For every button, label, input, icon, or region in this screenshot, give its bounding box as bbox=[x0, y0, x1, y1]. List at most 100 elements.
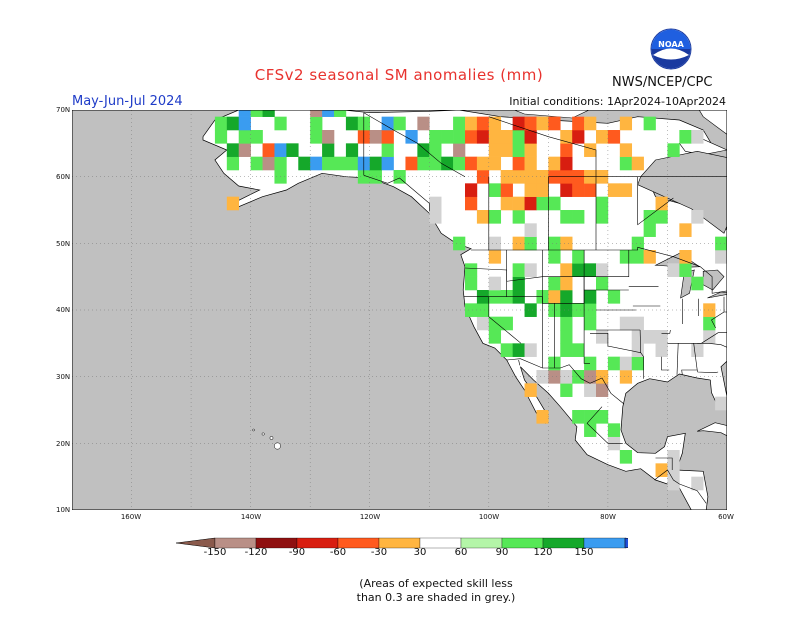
anomaly-cell bbox=[691, 276, 704, 291]
anomaly-cell bbox=[488, 236, 502, 251]
anomaly-cell bbox=[429, 196, 442, 211]
anomaly-cell bbox=[453, 156, 466, 171]
anomaly-cell bbox=[322, 130, 335, 144]
anomaly-cell bbox=[512, 343, 525, 357]
anomaly-cell bbox=[667, 143, 680, 157]
anomaly-cell bbox=[619, 156, 633, 171]
initial-conditions: Initial conditions: 1Apr2024-10Apr2024 bbox=[509, 95, 726, 108]
anomaly-cell bbox=[476, 130, 490, 144]
anomaly-cell bbox=[250, 103, 263, 117]
anomaly-cell bbox=[584, 116, 597, 131]
anomaly-cell bbox=[500, 143, 513, 157]
anomaly-cell bbox=[691, 130, 704, 144]
lon-label-100w: 100W bbox=[478, 513, 500, 521]
anomaly-cell bbox=[369, 156, 382, 171]
colorbar-label: -30 bbox=[370, 547, 388, 558]
anomaly-cell bbox=[524, 183, 537, 197]
anomaly-cell bbox=[476, 156, 490, 171]
anomaly-cell bbox=[512, 210, 525, 224]
anomaly-cell bbox=[298, 156, 311, 171]
anomaly-cell bbox=[524, 170, 537, 184]
anomaly-cell bbox=[322, 156, 335, 171]
anomaly-cell bbox=[334, 156, 347, 171]
anomaly-cell bbox=[488, 210, 502, 224]
anomaly-cell bbox=[703, 316, 716, 331]
anomaly-cell bbox=[524, 143, 537, 157]
anomaly-cell bbox=[619, 356, 633, 371]
anomaly-cell bbox=[631, 330, 644, 344]
anomaly-cell bbox=[512, 130, 525, 144]
anomaly-cell bbox=[250, 130, 263, 144]
anomaly-cell bbox=[715, 396, 728, 411]
anomaly-cell bbox=[500, 183, 513, 197]
anomaly-cell bbox=[607, 130, 621, 144]
anomaly-cell bbox=[381, 143, 394, 157]
anomaly-cell bbox=[548, 370, 561, 384]
anomaly-cell bbox=[536, 183, 549, 197]
anomaly-cell bbox=[381, 130, 394, 144]
colorbar-label: 150 bbox=[574, 547, 594, 558]
anomaly-cell bbox=[667, 263, 680, 277]
anomaly-cell bbox=[512, 263, 525, 277]
anomaly-cell bbox=[262, 103, 275, 117]
anomaly-cell bbox=[512, 236, 525, 251]
anomaly-cell bbox=[655, 210, 668, 224]
anomaly-cell bbox=[488, 156, 502, 171]
anomaly-cell bbox=[274, 156, 287, 171]
anomaly-cell bbox=[453, 236, 466, 251]
anomaly-cell bbox=[655, 343, 668, 357]
anomaly-cell bbox=[488, 250, 502, 264]
anomaly-cell bbox=[536, 116, 549, 131]
anomaly-cell bbox=[560, 276, 573, 291]
anomaly-cell bbox=[679, 223, 692, 237]
map-title: CFSv2 seasonal SM anomalies (mm) bbox=[254, 66, 544, 84]
anomaly-cell bbox=[345, 156, 359, 171]
anomaly-cell bbox=[345, 143, 359, 157]
anomaly-cell bbox=[429, 143, 442, 157]
anomaly-cell bbox=[584, 263, 597, 277]
anomaly-cell bbox=[667, 476, 680, 491]
anomaly-cell bbox=[286, 143, 299, 157]
anomaly-cell bbox=[548, 250, 561, 264]
anomaly-cell bbox=[357, 170, 371, 184]
anomaly-cell bbox=[238, 116, 251, 131]
anomaly-cell bbox=[512, 116, 525, 131]
anomaly-cell bbox=[572, 250, 585, 264]
anomaly-cell bbox=[524, 196, 537, 211]
anomaly-cell bbox=[488, 130, 502, 144]
anomaly-cell bbox=[548, 156, 561, 171]
colorbar bbox=[175, 535, 665, 554]
anomaly-cell bbox=[453, 130, 466, 144]
anomaly-cell bbox=[643, 210, 656, 224]
anomaly-cell bbox=[596, 210, 609, 224]
anomaly-cell bbox=[465, 196, 478, 211]
anomaly-cell bbox=[584, 423, 597, 437]
anomaly-cell bbox=[619, 316, 633, 331]
anomaly-cell bbox=[524, 383, 537, 397]
anomaly-cell bbox=[488, 183, 502, 197]
anomaly-cell bbox=[572, 343, 585, 357]
anomaly-cell bbox=[584, 370, 597, 384]
lon-label-140w: 140W bbox=[240, 513, 262, 521]
anomaly-cell bbox=[596, 370, 609, 384]
anomaly-cell bbox=[679, 250, 692, 264]
lon-label-60w: 60W bbox=[718, 513, 734, 521]
anomaly-cell bbox=[476, 210, 490, 224]
colorbar-label: -90 bbox=[288, 547, 306, 558]
lat-label-60n: 60N bbox=[56, 173, 71, 181]
anomaly-cell bbox=[584, 290, 597, 304]
anomaly-cell bbox=[596, 263, 609, 277]
anomaly-cell bbox=[214, 116, 228, 131]
anomaly-cell bbox=[512, 170, 525, 184]
anomaly-cell bbox=[500, 196, 513, 211]
anomaly-cell bbox=[548, 290, 561, 304]
anomaly-cell bbox=[560, 156, 573, 171]
anomaly-cell bbox=[631, 356, 644, 371]
anomaly-cell bbox=[524, 223, 537, 237]
anomaly-cell bbox=[417, 156, 430, 171]
anomaly-cell bbox=[596, 330, 609, 344]
anomaly-cell bbox=[560, 290, 573, 304]
anomaly-cell bbox=[417, 116, 430, 131]
anomaly-cell bbox=[262, 156, 275, 171]
anomaly-cell bbox=[488, 316, 502, 331]
